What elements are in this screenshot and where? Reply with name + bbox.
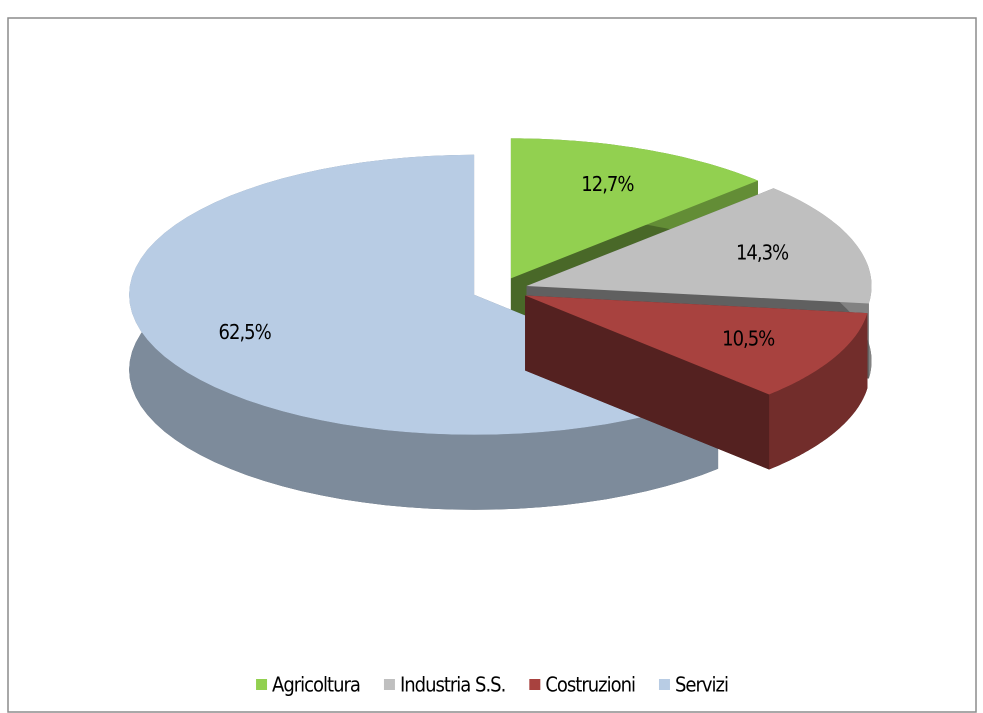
legend-label: Industria S.S. (400, 673, 505, 697)
legend-label: Servizi (675, 673, 728, 697)
legend-swatch (529, 679, 541, 690)
data-label: 14,3% (736, 240, 789, 264)
data-label: 62,5% (219, 320, 272, 344)
legend-label: Agricoltura (272, 673, 360, 697)
legend-swatch (256, 679, 268, 690)
slice (525, 295, 868, 470)
slice-wall (769, 313, 868, 470)
data-label: 10,5% (722, 326, 775, 350)
slice-top (526, 188, 872, 304)
slice-top (525, 295, 868, 395)
slice-top (510, 138, 758, 279)
legend-swatch (658, 679, 670, 690)
legend: Agricoltura Industria S.S. Costruzioni Serv… (256, 673, 729, 697)
legend-swatch (383, 679, 395, 690)
data-label: 12,7% (581, 172, 634, 196)
slice-radial-wall (525, 295, 770, 470)
legend-label: Costruzioni (545, 673, 635, 697)
